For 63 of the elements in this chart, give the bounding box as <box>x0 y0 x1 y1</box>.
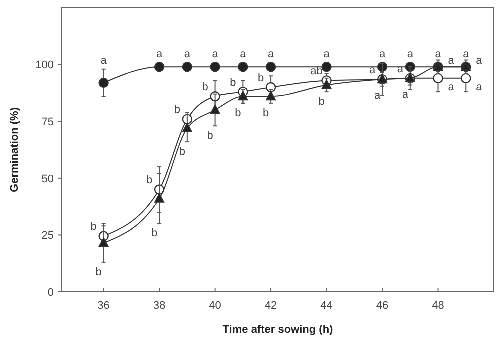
annotation: a <box>374 90 382 102</box>
point <box>322 62 332 72</box>
annotation: a <box>324 48 331 60</box>
y-tick-label: 50 <box>42 173 54 186</box>
x-axis-title: Time after sowing (h) <box>222 324 334 336</box>
annotation: b <box>96 266 102 278</box>
annotation: b <box>90 221 97 234</box>
annotation: a <box>463 48 470 60</box>
annotation: b <box>235 107 242 120</box>
x-tick-label: 42 <box>264 300 278 312</box>
point <box>461 73 472 84</box>
y-tick-label: 25 <box>42 230 54 242</box>
point <box>238 91 248 101</box>
annotation: b <box>202 81 208 94</box>
x-tick-label: 46 <box>376 300 389 312</box>
point <box>98 78 109 88</box>
annotation: a <box>407 48 414 60</box>
annotation: a <box>448 81 456 94</box>
annotation: b <box>207 130 214 142</box>
annotation: a <box>156 48 164 60</box>
annotation: b <box>174 104 180 116</box>
point <box>154 62 165 72</box>
annotation: b <box>151 228 158 240</box>
point <box>182 122 192 132</box>
point <box>266 82 276 93</box>
annotation: a <box>268 48 275 60</box>
y-tick-label: 100 <box>36 60 54 72</box>
point <box>238 62 248 72</box>
point <box>433 73 444 84</box>
point <box>210 62 220 72</box>
annotation: a <box>369 64 376 76</box>
annotation: a <box>448 54 456 67</box>
point <box>210 104 220 114</box>
annotation: a <box>435 48 442 60</box>
annotation: a <box>240 48 248 60</box>
point <box>322 80 332 90</box>
y-axis-title: Germination (%) <box>9 107 21 192</box>
x-tick-label: 40 <box>209 300 222 312</box>
annotation: b <box>146 174 153 187</box>
annotation: a <box>212 48 220 60</box>
point <box>154 193 165 203</box>
point <box>266 91 276 101</box>
annotation: b <box>258 72 264 84</box>
annotation: b <box>262 107 270 120</box>
point <box>266 62 276 72</box>
annotation: b <box>318 96 325 108</box>
point <box>98 238 109 248</box>
annotation: a <box>100 55 108 68</box>
annotation: a <box>184 48 192 60</box>
annotation: b <box>230 76 236 89</box>
annotation: b <box>179 146 186 158</box>
x-tick-label: 48 <box>432 300 444 312</box>
x-tick-label: 38 <box>153 300 166 312</box>
x-tick-label: 36 <box>98 300 110 312</box>
annotation: ab <box>310 66 323 78</box>
y-tick-label: 0 <box>48 286 54 299</box>
annotation: a <box>476 54 484 67</box>
annotation: a <box>402 89 410 102</box>
point <box>182 62 193 72</box>
y-tick-label: 75 <box>42 116 54 128</box>
annotation: a <box>476 81 484 94</box>
x-tick-label: 44 <box>320 300 333 312</box>
annotation: a <box>379 48 386 60</box>
